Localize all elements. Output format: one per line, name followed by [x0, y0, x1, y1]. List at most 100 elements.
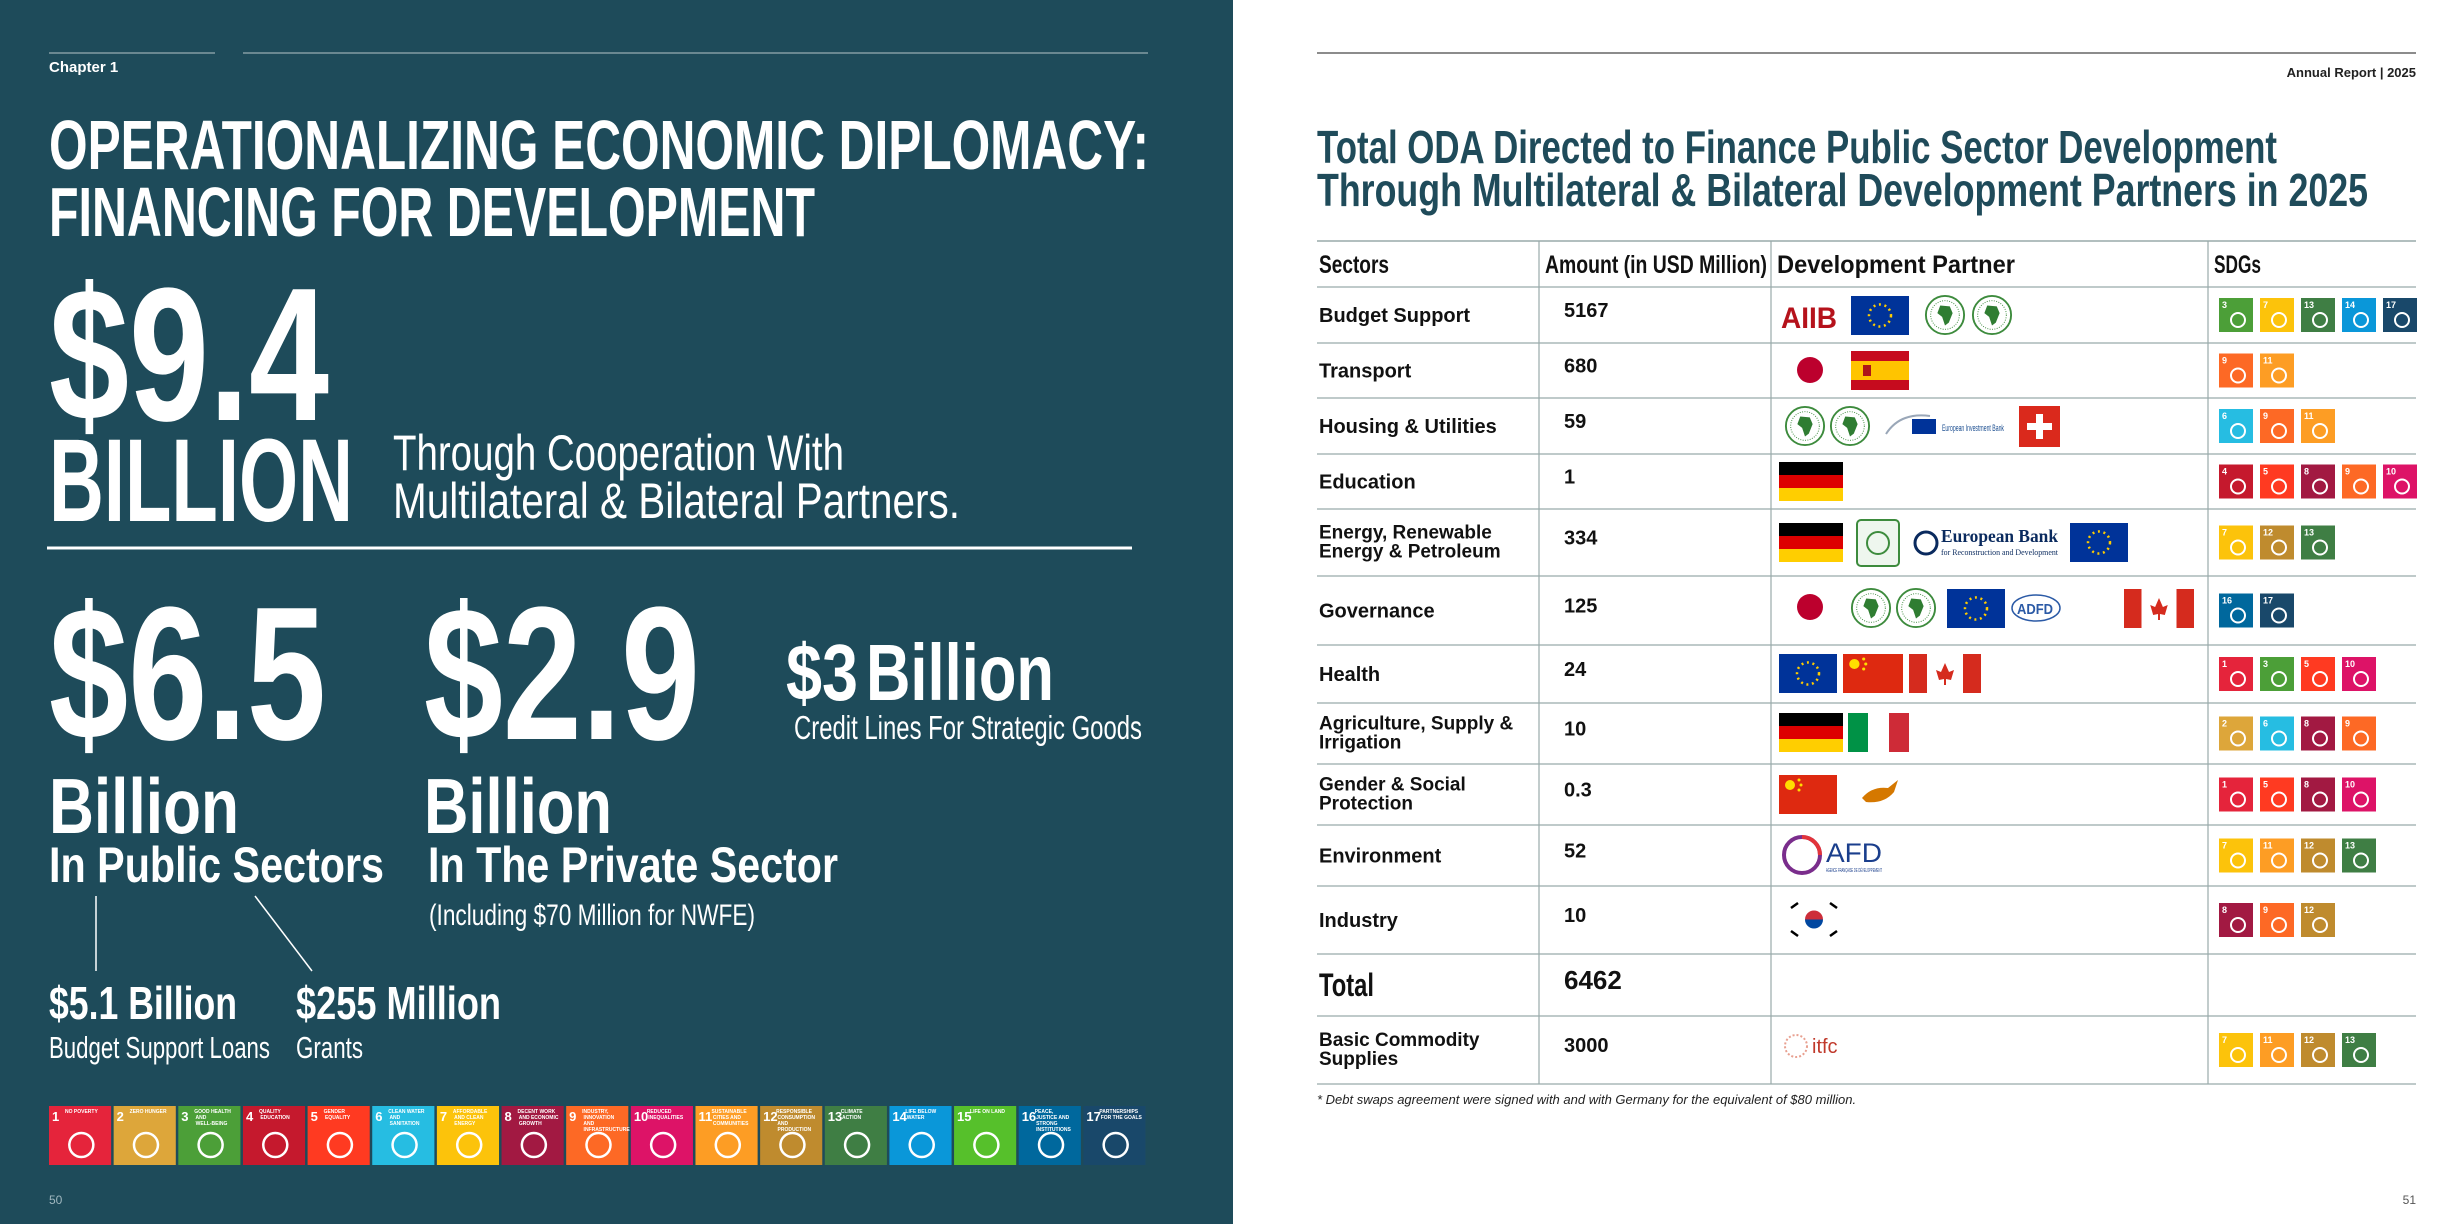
flag-canada — [2124, 589, 2194, 628]
sdg-icon-number: 5 — [2263, 467, 2268, 477]
sdg-label: DECENT WORK AND ECONOMIC GROWTH — [518, 1109, 559, 1127]
sdg-icon-number: 13 — [2345, 1035, 2355, 1045]
sdg-icon-glyph — [2230, 1047, 2246, 1063]
sdg-icon-number: 10 — [2345, 659, 2355, 669]
headline-amount: $9.4 — [49, 249, 329, 461]
sector-name: Education — [1319, 472, 1416, 494]
page-title: OPERATIONALIZING ECONOMIC DIPLOMACY: — [49, 106, 1149, 184]
sector-name: Housing & Utilities — [1319, 416, 1497, 438]
sdg-icon-number: 13 — [2304, 300, 2314, 310]
sdg-icon-number: 8 — [2304, 467, 2309, 477]
sector-name: Total — [1319, 967, 1374, 1003]
amount: 52 — [1564, 841, 1586, 863]
credit-unit: Billion — [866, 628, 1054, 717]
flag-japan — [1797, 594, 1823, 620]
logo-afdb — [1924, 294, 1966, 336]
running-header: Annual Report | 2025 — [2287, 65, 2416, 80]
sdg-icon-number: 17 — [2263, 596, 2273, 606]
sdg-number: 16 — [1022, 1109, 1036, 1124]
sdg-icon — [262, 1131, 289, 1159]
sdg-number: 7 — [440, 1109, 447, 1124]
amount: 334 — [1564, 528, 1598, 550]
sdg-number: 12 — [763, 1109, 777, 1124]
sdg-number: 13 — [828, 1109, 842, 1124]
stat-unit: Billion — [49, 762, 239, 850]
sdg-number: 15 — [957, 1109, 971, 1124]
sdg-icon-number: 2 — [2222, 719, 2227, 729]
sdg-label: QUALITY EDUCATION — [259, 1109, 290, 1121]
sector-name: Budget Support — [1319, 305, 1470, 327]
sdg-icon-number: 11 — [2263, 1035, 2273, 1045]
sdg-tile-background — [242, 1106, 306, 1165]
page-number: 51 — [2403, 1193, 2417, 1207]
sdg-number: 4 — [246, 1109, 254, 1124]
logo-afd-ring-accent — [1801, 835, 1822, 856]
development-partners: AIIB European Investment Bank European B… — [1779, 294, 2194, 1058]
sector-name: Protection — [1319, 794, 1413, 815]
sdg-icon-glyph — [2271, 607, 2287, 624]
sdg-icon-glyph — [2353, 671, 2369, 687]
partner-logo-text: European Bank — [1941, 526, 2058, 546]
sdg-tile-background — [1018, 1106, 1081, 1165]
sdg-number: 14 — [892, 1109, 907, 1124]
stat-note: (Including $70 Million for NWFE) — [429, 899, 755, 932]
sdg-tile: 4 QUALITY EDUCATION — [242, 1106, 306, 1165]
sdg-icon-number: 8 — [2222, 905, 2227, 915]
stat-caption: In Public Sectors — [49, 837, 384, 893]
amount: 24 — [1564, 659, 1587, 681]
sdg-icon-number: 8 — [2304, 780, 2309, 790]
sdg-icon-number: 9 — [2345, 467, 2350, 477]
sdg-icon-number: 1 — [2222, 780, 2227, 790]
sdg-icon-glyph — [2353, 312, 2369, 328]
sdg-tile-background — [1083, 1106, 1146, 1165]
sdg-icon-number: 4 — [2222, 467, 2227, 477]
stat-caption: In The Private Sector — [428, 837, 838, 893]
sdg-icon-number: 13 — [2345, 841, 2355, 851]
sector-name: Health — [1319, 664, 1380, 686]
partner-logo-text: AFD — [1826, 838, 1882, 868]
sector-name: Energy, Renewable — [1319, 523, 1492, 544]
sdg-tile-background — [889, 1106, 952, 1165]
flag-italy — [1848, 713, 1909, 752]
sdg-icon-number: 9 — [2263, 905, 2268, 915]
sdg-tile: 1 NO POVERTY — [49, 1106, 112, 1165]
sdg-icon-glyph — [2271, 478, 2287, 495]
sdg-icon — [197, 1131, 224, 1159]
sdg-tile-background — [695, 1106, 758, 1165]
sdg-icon-number: 1 — [2222, 659, 2227, 669]
sdg-tile: 11 SUSTAINABLE CITIES AND COMMUNITIES — [695, 1106, 758, 1165]
column-header: Development Partner — [1777, 251, 2015, 279]
sdg-icon-glyph — [2271, 423, 2287, 439]
logo-afdb — [1829, 405, 1871, 447]
amount: 5167 — [1564, 300, 1609, 322]
sdg-icon-glyph — [2312, 791, 2328, 808]
sdg-icon-glyph — [2230, 478, 2246, 495]
sdg-label: REDUCED INEQUALITIES — [647, 1109, 684, 1121]
headline-caption: Through Cooperation With — [393, 425, 844, 481]
sdg-tile-background — [501, 1106, 564, 1165]
sdg-icon — [1037, 1131, 1065, 1159]
sdg-icon-glyph — [2312, 730, 2328, 747]
sdg-icon — [649, 1131, 677, 1159]
sdg-icon-number: 11 — [2263, 841, 2273, 851]
headline-unit: BILLION — [49, 415, 353, 547]
sdg-label: CLIMATE ACTION — [841, 1109, 864, 1121]
footnote: * Debt swaps agreement were signed with … — [1317, 1092, 1856, 1107]
sdg-tile-background — [49, 1106, 112, 1165]
connector — [254, 895, 313, 972]
flag-eu — [2070, 523, 2128, 562]
sdg-icon-number: 12 — [2263, 528, 2273, 538]
sdg-icon-number: 3 — [2263, 659, 2268, 669]
sdg-icon — [973, 1131, 1000, 1159]
table-title: Total ODA Directed to Finance Public Sec… — [1317, 121, 2277, 173]
amount: 6462 — [1564, 965, 1622, 995]
sdg-icon-glyph — [2353, 791, 2369, 808]
sector-name: Supplies — [1319, 1049, 1398, 1070]
sdg-icon-number: 9 — [2222, 356, 2227, 366]
sdg-icon-glyph — [2271, 791, 2287, 808]
sdg-label: PARTNERSHIPS FOR THE GOALS — [1099, 1109, 1142, 1121]
